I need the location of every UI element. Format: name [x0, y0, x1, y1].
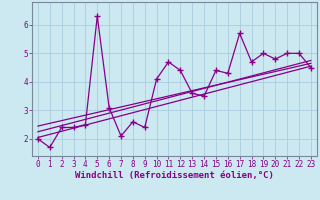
X-axis label: Windchill (Refroidissement éolien,°C): Windchill (Refroidissement éolien,°C): [75, 171, 274, 180]
